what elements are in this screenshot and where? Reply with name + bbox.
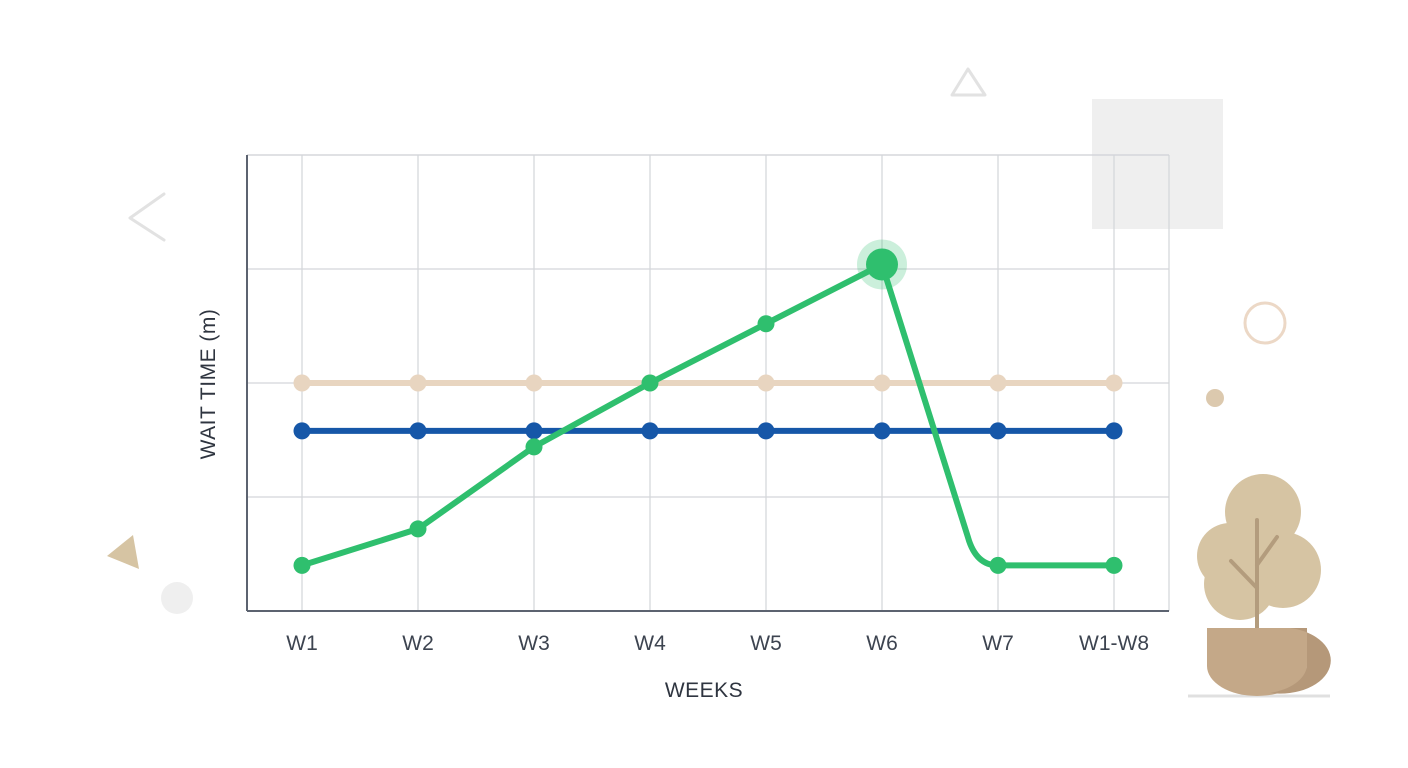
series-layer — [293, 239, 1123, 574]
data-point — [641, 422, 659, 440]
x-tick-label: W3 — [518, 632, 550, 655]
data-point — [757, 374, 775, 392]
x-tick-label: W6 — [866, 632, 898, 655]
data-point — [525, 438, 543, 456]
ring-icon — [1243, 301, 1287, 345]
dot-icon — [1206, 389, 1224, 407]
data-point — [873, 422, 891, 440]
data-point — [409, 422, 427, 440]
data-point — [641, 374, 659, 392]
data-point — [1105, 422, 1123, 440]
gray-square-decor — [1092, 99, 1223, 229]
data-point — [757, 315, 775, 333]
highlight-point — [866, 248, 898, 281]
data-point — [409, 520, 427, 538]
data-point — [757, 422, 775, 440]
triangle-outline-icon — [950, 67, 987, 97]
x-tick-label: W1 — [286, 632, 318, 655]
chevron-left-icon — [128, 192, 166, 242]
data-point — [989, 374, 1007, 392]
filled-triangle-icon — [107, 535, 139, 569]
data-point — [293, 556, 311, 574]
data-point — [409, 374, 427, 392]
x-tick-label: W1-W8 — [1079, 632, 1149, 655]
axes — [246, 155, 1169, 612]
data-point — [525, 374, 543, 392]
data-point — [1105, 556, 1123, 574]
series-line-2 — [299, 261, 1117, 569]
background-decor — [107, 67, 1287, 614]
potted-tree-icon — [1188, 474, 1331, 698]
x-axis-title: WEEKS — [665, 679, 743, 702]
data-point — [293, 374, 311, 392]
x-tick-label: W4 — [634, 632, 666, 655]
data-point — [525, 422, 543, 440]
x-tick-label: W5 — [750, 632, 782, 655]
data-point — [873, 374, 891, 392]
x-tick-label: W7 — [982, 632, 1014, 655]
data-point — [293, 422, 311, 440]
x-tick-labels: W1 W2 W3 W4 W5 W6 W7 W1-W8 — [286, 632, 1149, 655]
x-tick-label: W2 — [402, 632, 434, 655]
data-point — [989, 556, 1007, 574]
y-axis-title: WAIT TIME (m) — [197, 309, 220, 460]
data-point — [1105, 374, 1123, 392]
data-point — [989, 422, 1007, 440]
gray-circle-decor — [161, 582, 193, 614]
